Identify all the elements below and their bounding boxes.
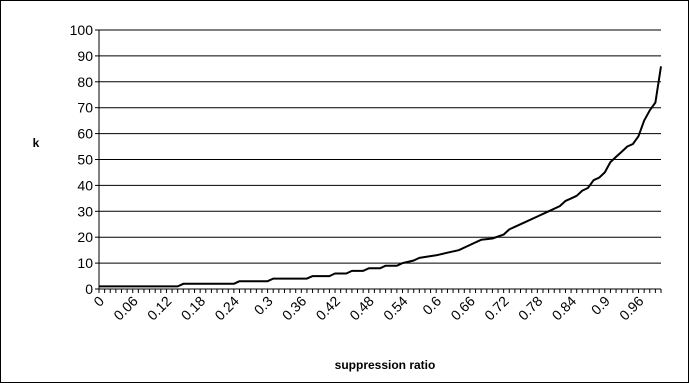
gridlines: [95, 29, 661, 290]
series-line: [99, 66, 662, 288]
y-tick-label: 20: [77, 229, 93, 245]
y-tick-label: 50: [77, 152, 93, 168]
y-tick-label: 40: [77, 177, 93, 193]
x-axis-title: suppression ratio: [335, 358, 436, 372]
y-tick-label: 70: [77, 100, 93, 116]
series-layer: [99, 66, 662, 288]
y-axis-title: k: [33, 136, 40, 150]
axes: [98, 30, 662, 293]
y-tick-labels: 0 10 20 30 40 50 60 70 80 90 100: [70, 22, 94, 297]
y-tick-label: 30: [77, 203, 93, 219]
y-tick-label: 10: [77, 255, 93, 271]
y-tick-label: 90: [77, 48, 93, 64]
y-tick-label: 0: [85, 281, 93, 297]
y-tick-label: 100: [70, 22, 94, 38]
y-tick-label: 60: [77, 126, 93, 142]
y-tick-label: 80: [77, 74, 93, 90]
